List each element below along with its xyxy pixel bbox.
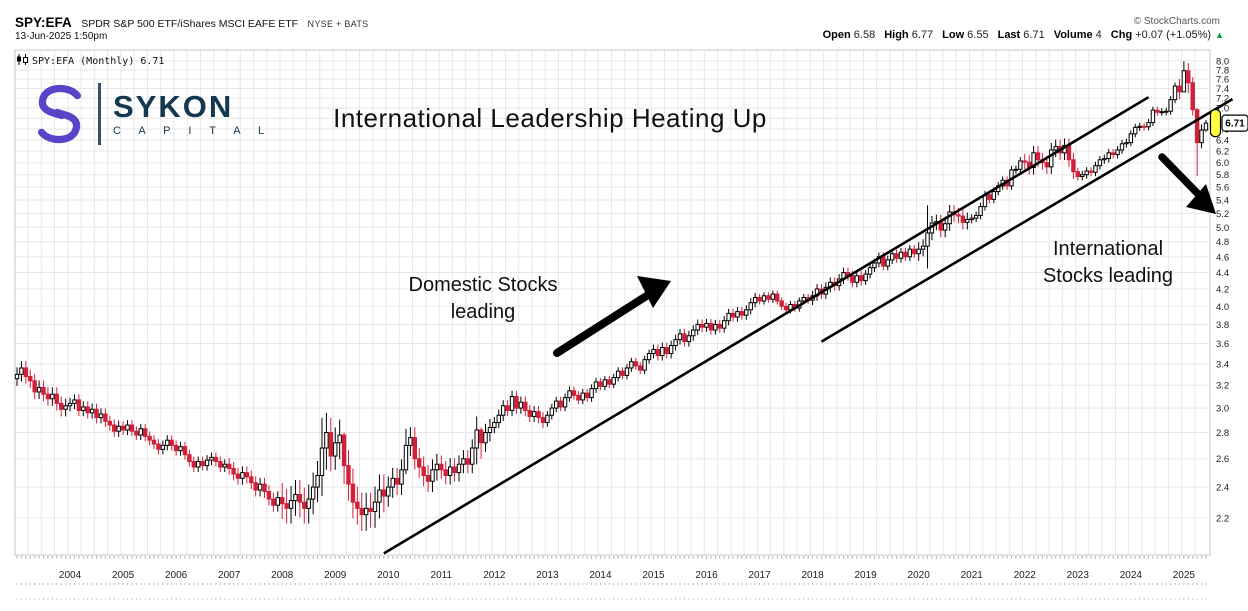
ohlc-quote-bar: Open 6.58 High 6.77 Low 6.55 Last 6.71 Volum… xyxy=(814,29,1224,41)
svg-text:5.0: 5.0 xyxy=(1216,223,1229,234)
last-price-highlight xyxy=(1209,109,1222,138)
stockcharts-credit: © StockCharts.com xyxy=(1133,16,1220,27)
svg-text:2019: 2019 xyxy=(855,570,878,581)
quote-label: High xyxy=(884,29,909,41)
svg-text:2018: 2018 xyxy=(801,570,824,581)
svg-text:2.6: 2.6 xyxy=(1216,454,1229,465)
quote-label: Open xyxy=(822,29,851,41)
quote-value: 6.55 xyxy=(964,29,989,41)
svg-text:2025: 2025 xyxy=(1173,570,1196,581)
svg-text:7.0: 7.0 xyxy=(1216,104,1229,115)
svg-text:2009: 2009 xyxy=(324,570,347,581)
svg-text:4.6: 4.6 xyxy=(1216,252,1229,263)
candlestick-icon xyxy=(17,54,28,65)
last-price-tag-value: 6.71 xyxy=(1225,119,1245,130)
svg-text:2.8: 2.8 xyxy=(1216,428,1229,439)
svg-text:2008: 2008 xyxy=(271,570,294,581)
series-legend-label: SPY:EFA (Monthly) 6.71 xyxy=(32,56,165,67)
chart-header: SPY:EFA SPDR S&P 500 ETF/iShares MSCI EA… xyxy=(15,14,845,32)
quote-value: +0.07 (+1.05%) xyxy=(1132,29,1212,41)
series-legend: SPY:EFA (Monthly) 6.71 xyxy=(16,54,164,67)
svg-text:2024: 2024 xyxy=(1120,570,1143,581)
trendline xyxy=(383,96,1150,555)
svg-text:2006: 2006 xyxy=(165,570,188,581)
svg-text:3.0: 3.0 xyxy=(1216,404,1229,415)
sykon-s-icon xyxy=(37,85,81,143)
svg-text:7.8: 7.8 xyxy=(1216,65,1229,76)
annotation-international-leading: International Stocks leading xyxy=(1042,238,1174,287)
svg-text:6.0: 6.0 xyxy=(1216,158,1229,169)
timestamp: 13-Jun-2025 1:50pm xyxy=(15,31,108,42)
svg-text:4.2: 4.2 xyxy=(1216,284,1229,295)
svg-text:2005: 2005 xyxy=(112,570,135,581)
svg-text:2012: 2012 xyxy=(483,570,506,581)
svg-text:6.2: 6.2 xyxy=(1216,147,1229,158)
symbol-description: SPDR S&P 500 ETF/iShares MSCI EAFE ETF xyxy=(81,18,299,30)
chart-title: International Leadership Heating Up xyxy=(333,103,767,133)
svg-text:2010: 2010 xyxy=(377,570,400,581)
svg-text:2.4: 2.4 xyxy=(1216,483,1229,494)
trendline xyxy=(820,98,1234,343)
svg-text:4.4: 4.4 xyxy=(1216,268,1229,279)
svg-text:3.8: 3.8 xyxy=(1216,320,1229,331)
svg-text:2020: 2020 xyxy=(908,570,931,581)
symbol-label: SPY:EFA xyxy=(15,15,72,30)
quote-value: 6.58 xyxy=(850,29,876,41)
domestic-arrow-shaft xyxy=(553,291,652,357)
international-arrow-head xyxy=(1186,184,1216,214)
last-price-tag xyxy=(1221,114,1248,132)
svg-text:3.4: 3.4 xyxy=(1216,359,1229,370)
svg-text:2021: 2021 xyxy=(961,570,984,581)
svg-text:3.2: 3.2 xyxy=(1216,381,1229,392)
svg-text:4.8: 4.8 xyxy=(1216,237,1229,248)
quote-label: Chg xyxy=(1110,29,1133,41)
svg-text:5.4: 5.4 xyxy=(1216,196,1229,207)
svg-text:6.4: 6.4 xyxy=(1216,135,1229,146)
svg-text:5.8: 5.8 xyxy=(1216,170,1229,181)
annotation-arrows xyxy=(553,153,1216,357)
quote-value: 6.77 xyxy=(908,29,934,41)
svg-text:2016: 2016 xyxy=(695,570,718,581)
logo-divider xyxy=(98,83,101,145)
logo-name: SYKON xyxy=(113,88,234,124)
svg-text:5.6: 5.6 xyxy=(1216,183,1229,194)
svg-text:3.6: 3.6 xyxy=(1216,339,1229,350)
svg-text:2013: 2013 xyxy=(536,570,559,581)
svg-text:2011: 2011 xyxy=(431,570,453,581)
svg-text:5.2: 5.2 xyxy=(1216,209,1229,220)
quote-label: Last xyxy=(997,29,1021,41)
annotation-domestic-leading: Domestic Stocks leading xyxy=(408,274,558,323)
svg-text:2.2: 2.2 xyxy=(1216,513,1229,524)
quote-value: 6.71 xyxy=(1020,29,1045,41)
change-up-icon: ▲ xyxy=(1215,30,1224,40)
svg-text:2022: 2022 xyxy=(1014,570,1037,581)
svg-text:2023: 2023 xyxy=(1067,570,1090,581)
domestic-arrow-head xyxy=(637,276,671,308)
svg-text:8.0: 8.0 xyxy=(1216,56,1229,67)
quote-value: 4 xyxy=(1092,29,1102,41)
svg-text:2017: 2017 xyxy=(748,570,771,581)
svg-text:2014: 2014 xyxy=(589,570,612,581)
svg-text:4.0: 4.0 xyxy=(1216,302,1229,313)
quote-label: Low xyxy=(942,29,965,41)
sykon-logo: SYKON C A P I T A L xyxy=(30,82,272,146)
svg-text:7.6: 7.6 xyxy=(1216,75,1229,86)
svg-text:7.4: 7.4 xyxy=(1216,84,1229,95)
svg-text:2015: 2015 xyxy=(642,570,665,581)
svg-text:2007: 2007 xyxy=(218,570,241,581)
international-arrow-shaft xyxy=(1158,153,1206,202)
svg-text:7.2: 7.2 xyxy=(1216,94,1229,105)
quote-label: Volume xyxy=(1053,29,1093,41)
exchange-label: NYSE + BATS xyxy=(307,19,369,29)
logo-subtitle: C A P I T A L xyxy=(113,124,272,137)
svg-text:2004: 2004 xyxy=(59,570,82,581)
